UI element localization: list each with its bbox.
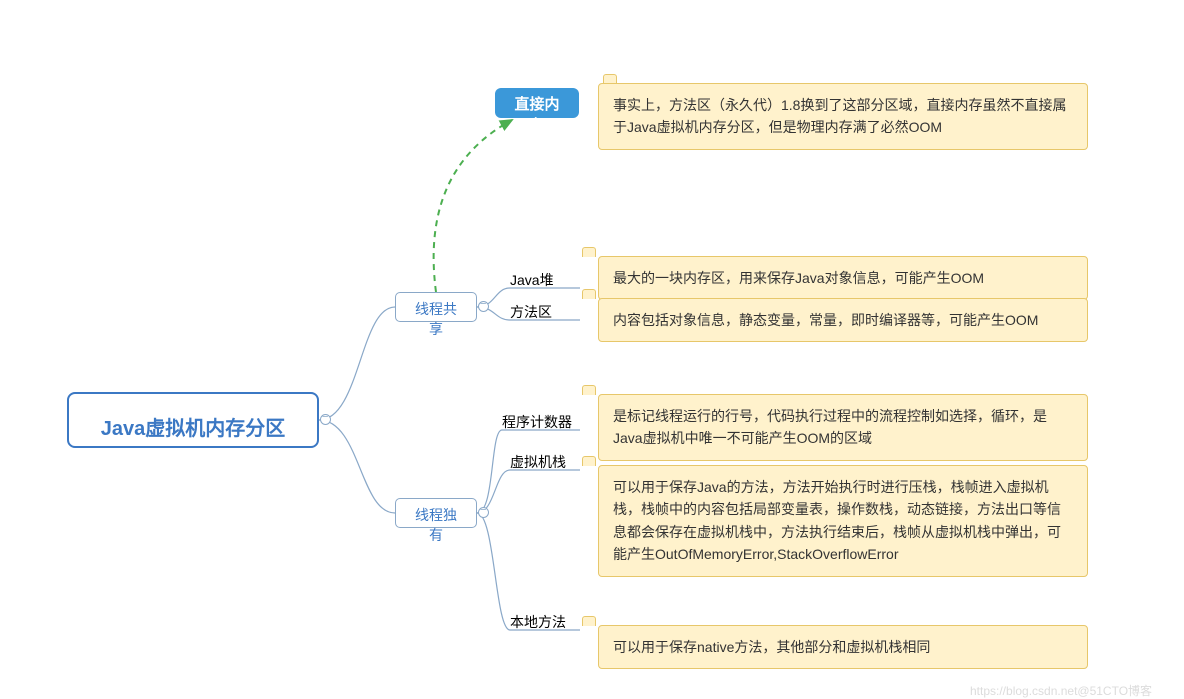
- leaf-label-text: 本地方法: [510, 614, 566, 630]
- leaf-label-text: 程序计数器: [502, 414, 572, 430]
- note-text: 内容包括对象信息，静态变量，常量，即时编译器等，可能产生OOM: [613, 312, 1038, 328]
- note-java-heap: 最大的一块内存区，用来保存Java对象信息，可能产生OOM: [598, 256, 1088, 300]
- note-text: 事实上，方法区（永久代）1.8换到了这部分区域，直接内存虽然不直接属于Java虚…: [613, 97, 1066, 135]
- root-label: Java虚拟机内存分区: [101, 418, 286, 440]
- note-tab-heap: [582, 247, 596, 257]
- leaf-native-method[interactable]: 本地方法: [510, 612, 566, 632]
- note-tab-pc: [582, 385, 596, 395]
- bubble-label: 直接内存: [514, 96, 559, 134]
- bubble-direct-memory[interactable]: 直接内存: [495, 88, 579, 118]
- branch-private[interactable]: 线程独有: [395, 498, 477, 528]
- note-native-method: 可以用于保存native方法，其他部分和虚拟机栈相同: [598, 625, 1088, 669]
- note-method-area: 内容包括对象信息，静态变量，常量，即时编译器等，可能产生OOM: [598, 298, 1088, 342]
- leaf-label-text: Java堆: [510, 272, 554, 288]
- leaf-vm-stack[interactable]: 虚拟机栈: [510, 452, 566, 472]
- note-direct-memory: 事实上，方法区（永久代）1.8换到了这部分区域，直接内存虽然不直接属于Java虚…: [598, 83, 1088, 150]
- branch-shared-label: 线程共享: [415, 301, 457, 337]
- watermark: https://blog.csdn.net@51CTO博客: [970, 682, 1152, 699]
- note-tab-native: [582, 616, 596, 626]
- note-vm-stack: 可以用于保存Java的方法，方法开始执行时进行压栈，栈帧进入虚拟机栈，栈帧中的内…: [598, 465, 1088, 577]
- leaf-pc-register[interactable]: 程序计数器: [502, 412, 572, 432]
- toggle-root[interactable]: [320, 414, 331, 425]
- leaf-java-heap[interactable]: Java堆: [510, 270, 554, 290]
- root-node[interactable]: Java虚拟机内存分区: [67, 392, 319, 448]
- toggle-private[interactable]: [478, 507, 489, 518]
- branch-private-label: 线程独有: [415, 507, 457, 543]
- note-text: 可以用于保存native方法，其他部分和虚拟机栈相同: [613, 639, 930, 655]
- note-text: 可以用于保存Java的方法，方法开始执行时进行压栈，栈帧进入虚拟机栈，栈帧中的内…: [613, 479, 1061, 562]
- watermark-text: https://blog.csdn.net@51CTO博客: [970, 684, 1152, 698]
- leaf-label-text: 虚拟机栈: [510, 454, 566, 470]
- note-text: 是标记线程运行的行号，代码执行过程中的流程控制如选择，循环，是Java虚拟机中唯…: [613, 408, 1047, 446]
- note-text: 最大的一块内存区，用来保存Java对象信息，可能产生OOM: [613, 270, 984, 286]
- note-tab-vmstack: [582, 456, 596, 466]
- branch-shared[interactable]: 线程共享: [395, 292, 477, 322]
- note-tab-method: [582, 289, 596, 299]
- note-pc-register: 是标记线程运行的行号，代码执行过程中的流程控制如选择，循环，是Java虚拟机中唯…: [598, 394, 1088, 461]
- leaf-method-area[interactable]: 方法区: [510, 302, 552, 322]
- toggle-shared[interactable]: [478, 301, 489, 312]
- leaf-label-text: 方法区: [510, 304, 552, 320]
